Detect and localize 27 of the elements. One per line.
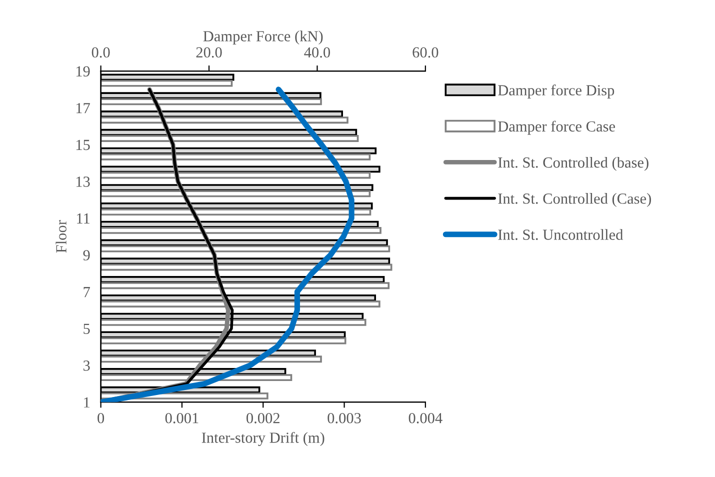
y-tick-label: 1 <box>84 397 90 408</box>
x2-tick-label: 20.0 <box>196 47 222 58</box>
x-tick-label: 0.004 <box>408 412 442 424</box>
y-tick-label: 3 <box>83 360 90 371</box>
y-tick-label: 17 <box>76 103 90 114</box>
x-tick-label: 0.003 <box>328 412 361 424</box>
y-tick-label: 11 <box>77 213 90 224</box>
x-axis-title: Inter-story Drift (m) <box>202 432 324 446</box>
y-tick-label: 5 <box>84 324 90 334</box>
y-axis-title: Floor <box>56 220 66 253</box>
x-tick-label: 0.001 <box>165 412 198 424</box>
x-tick-label: 0.002 <box>246 412 280 424</box>
y-tick-label: 15 <box>76 140 90 150</box>
x2-tick-label: 60.0 <box>412 47 438 58</box>
legend-label: Damper force Disp <box>498 84 614 99</box>
legend-label: Int. St. Uncontrolled <box>498 229 624 240</box>
legend-label: Int. St. Controlled (base) <box>498 156 648 171</box>
x-tick-label: 0 <box>98 412 104 424</box>
y-tick-label: 9 <box>83 250 90 260</box>
x2-tick-label: 0.0 <box>92 47 110 58</box>
x2-tick-label: 40.0 <box>304 47 330 58</box>
legend-label: Int. St. Controlled (Case) <box>498 193 651 207</box>
y-tick-label: 7 <box>84 287 90 298</box>
x2-axis-title: Damper Force (kN) <box>203 30 323 44</box>
y-tick-label: 13 <box>76 176 90 187</box>
y-tick-label: 19 <box>76 66 90 77</box>
legend-label: Damper force Case <box>498 120 615 135</box>
